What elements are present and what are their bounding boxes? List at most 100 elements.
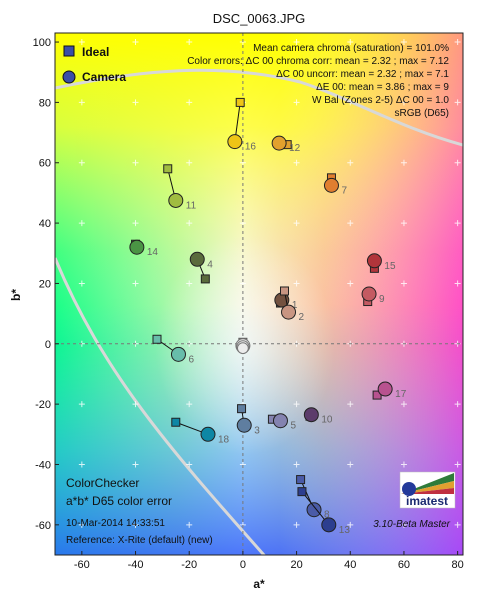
patch-label-8: 8 [324, 510, 330, 521]
grid-mark [186, 461, 193, 468]
grid-mark [400, 99, 407, 106]
grid-mark [293, 99, 300, 106]
y-tick-label: -60 [35, 520, 51, 532]
camera-marker-15 [366, 253, 382, 269]
y-tick-label: 0 [45, 339, 51, 351]
camera-marker-11 [168, 192, 184, 208]
grid-mark [347, 461, 354, 468]
grid-mark [400, 280, 407, 287]
grid-mark [186, 280, 193, 287]
neutral-camera-marker [236, 342, 249, 355]
legend-ideal-label: Ideal [82, 45, 109, 59]
camera-marker-3 [236, 417, 252, 433]
grid-mark [400, 159, 407, 166]
camera-marker-8 [306, 502, 322, 518]
ideal-marker-8 [296, 475, 306, 485]
grid-mark [347, 401, 354, 408]
patch-label-18: 18 [218, 434, 230, 445]
patch-label-12: 12 [289, 143, 301, 154]
grid-mark [293, 159, 300, 166]
camera-marker-18 [200, 426, 216, 442]
ideal-marker-6 [152, 334, 162, 344]
patch-label-5: 5 [290, 421, 296, 432]
legend-ideal-marker [63, 45, 75, 57]
grid-mark [347, 159, 354, 166]
grid-mark [78, 39, 85, 46]
patch-label-16: 16 [245, 142, 257, 153]
grid-mark [454, 159, 461, 166]
patch-label-13: 13 [339, 525, 351, 536]
grid-mark [132, 39, 139, 46]
x-tick-label: -20 [181, 559, 197, 571]
y-tick-label: 100 [33, 37, 51, 49]
grid-mark [186, 159, 193, 166]
y-tick-label: 60 [39, 158, 51, 170]
camera-marker-13 [321, 517, 337, 533]
grid-mark [186, 401, 193, 408]
grid-mark [78, 99, 85, 106]
camera-marker-9 [361, 286, 377, 302]
grid-mark [454, 220, 461, 227]
patch-label-15: 15 [384, 261, 396, 272]
grid-mark [132, 220, 139, 227]
y-tick-label: -40 [35, 459, 51, 471]
grid-mark [347, 280, 354, 287]
patch-label-2: 2 [299, 312, 305, 323]
grid-mark [293, 280, 300, 287]
x-tick-label: 40 [344, 559, 356, 571]
imatest-logo: imatest [399, 471, 456, 509]
plot-description: a*b* D65 color error [66, 494, 172, 508]
tick-labels: -60 -40 -20 0 20 40 60 80 100 80 60 40 20 0 -20 -40 -60 [33, 37, 464, 571]
zero-axes [55, 33, 463, 555]
patch-label-17: 17 [395, 389, 407, 400]
x-tick-label: 60 [398, 559, 410, 571]
patch-label-10: 10 [321, 415, 333, 426]
grid-mark [78, 280, 85, 287]
camera-marker-14 [129, 239, 145, 255]
gamut-boundary [55, 68, 463, 147]
grid-mark [78, 521, 85, 528]
ideal-marker-4 [200, 274, 210, 284]
grid-mark [454, 99, 461, 106]
patch-label-11: 11 [186, 200, 197, 211]
y-tick-label: 40 [39, 218, 51, 230]
camera-marker-12 [271, 135, 287, 151]
grid-mark [454, 401, 461, 408]
ideal-marker-13 [297, 487, 307, 497]
grid-mark [400, 220, 407, 227]
grid-mark [186, 521, 193, 528]
reference-text: Reference: X-Rite (default) (new) [66, 535, 213, 546]
camera-marker-17 [377, 381, 393, 397]
patch-label-3: 3 [254, 425, 260, 436]
ideal-marker-18 [171, 417, 181, 427]
grid-mark [186, 99, 193, 106]
info-line: W Bal (Zones 2-5) ΔC 00 = 1.0 [312, 95, 449, 106]
logo-text: imatest [406, 494, 448, 508]
patch-label-14: 14 [147, 247, 159, 258]
y-tick-label: 20 [39, 278, 51, 290]
error-stats: Mean camera chroma (saturation) = 101.0%… [187, 43, 449, 119]
camera-marker-6 [170, 346, 186, 362]
grid-mark [78, 461, 85, 468]
legend-camera-marker [62, 70, 76, 84]
patch-label-1: 1 [292, 300, 298, 311]
camera-marker-16 [227, 134, 243, 150]
y-axis-label: b* [9, 289, 23, 301]
grid-mark [78, 220, 85, 227]
grid-mark [454, 521, 461, 528]
patch-label-7: 7 [341, 185, 347, 196]
grid-mark [132, 280, 139, 287]
y-tick-label: -20 [35, 399, 51, 411]
grid-mark [132, 521, 139, 528]
grid-mark [186, 220, 193, 227]
grid-mark [132, 99, 139, 106]
chart-title: DSC_0063.JPG [213, 11, 306, 26]
gamut-boundary [55, 257, 266, 555]
info-line: Mean camera chroma (saturation) = 101.0% [253, 43, 449, 54]
grid-mark [186, 39, 193, 46]
grid-mark [293, 401, 300, 408]
plot-frame [54, 32, 464, 556]
grid-mark [400, 461, 407, 468]
